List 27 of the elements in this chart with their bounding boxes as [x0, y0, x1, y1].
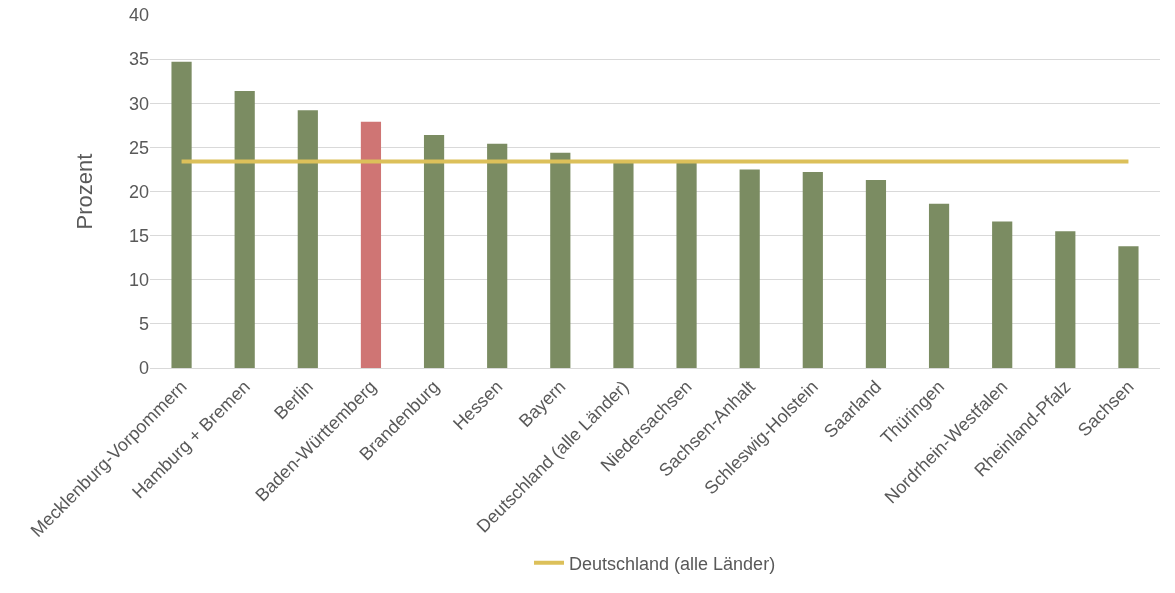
bar [171, 61, 192, 368]
bar [487, 143, 508, 368]
y-axis-title: Prozent [71, 153, 97, 230]
legend-label: Deutschland (alle Länder) [569, 553, 776, 574]
y-tick-label: 5 [138, 314, 149, 335]
bar [1055, 231, 1076, 368]
y-tick-label: 0 [138, 358, 149, 379]
y-tick-label: 30 [128, 93, 149, 114]
y-tick-label: 20 [128, 181, 149, 202]
y-tick-label: 35 [128, 49, 149, 70]
y-tick-label: 10 [128, 270, 149, 291]
bar [928, 203, 950, 368]
bar [360, 121, 382, 368]
y-tick-label: 40 [128, 5, 149, 26]
bar [992, 221, 1013, 368]
bar [739, 169, 760, 368]
bar [676, 162, 697, 368]
bar [234, 90, 255, 368]
bar [865, 180, 887, 368]
y-tick-label: 15 [128, 225, 149, 246]
bar [1118, 246, 1139, 368]
bar [802, 172, 823, 368]
bar [423, 135, 445, 368]
bar [297, 110, 318, 368]
bar [550, 152, 571, 368]
bar [613, 161, 634, 368]
y-tick-label: 25 [128, 137, 149, 158]
